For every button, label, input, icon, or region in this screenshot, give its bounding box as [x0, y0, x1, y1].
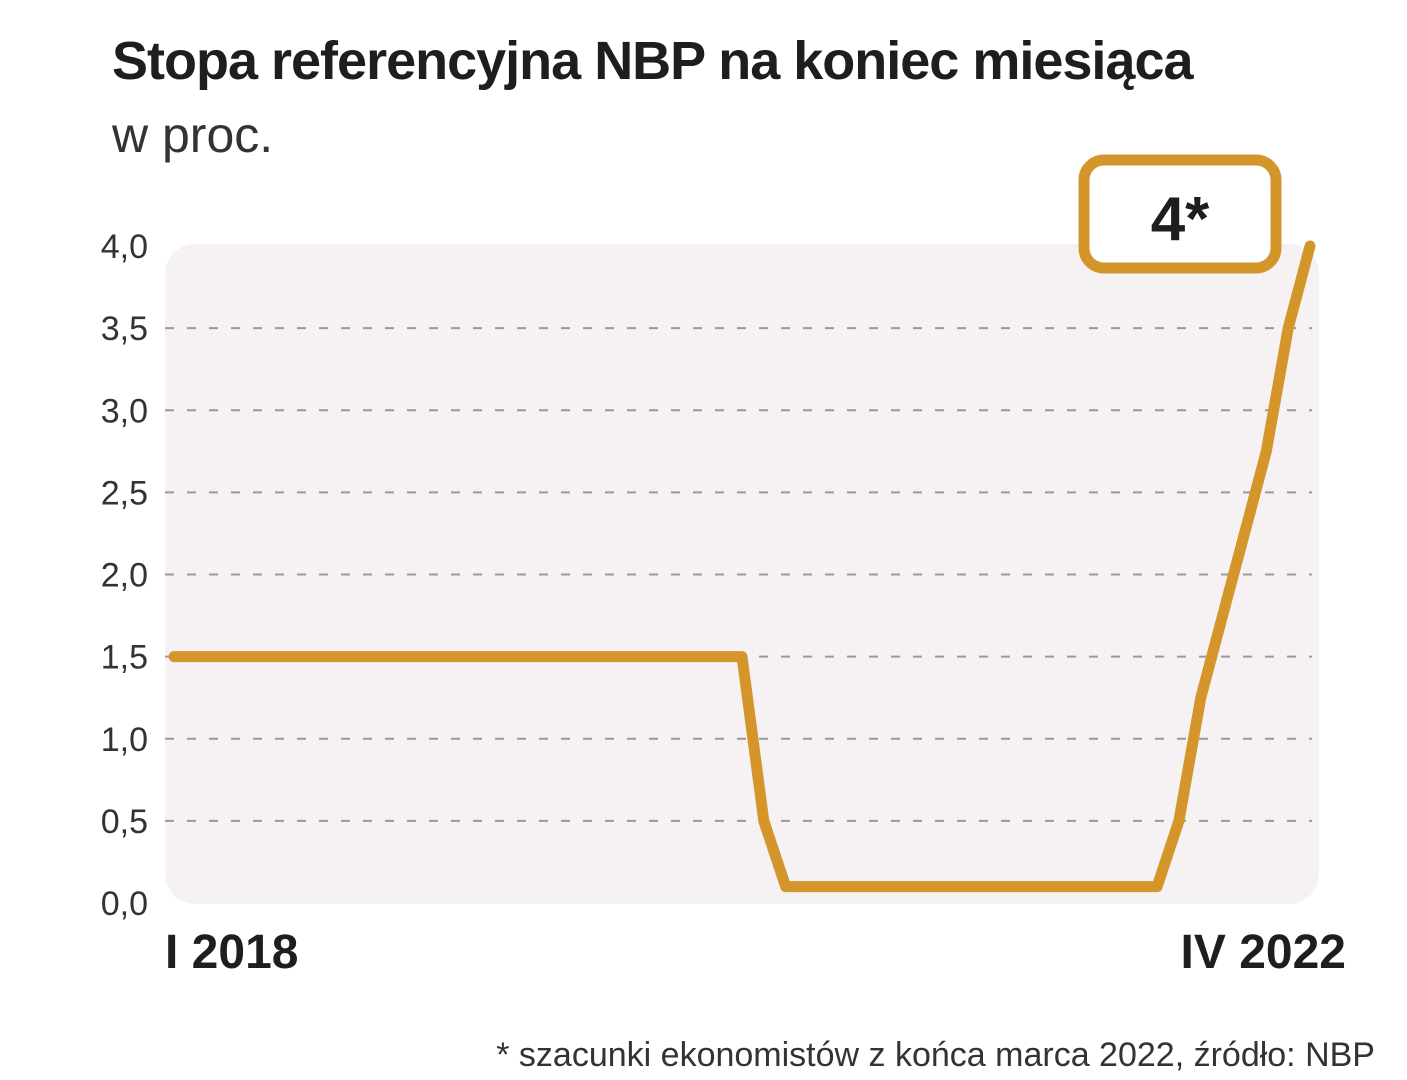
chart: 0,0 0,5 1,0 1,5 2,0 2,5 3,0 3,5 4,0 4* I 2018 IV…: [101, 154, 1346, 979]
y-axis-ticks: 0,0 0,5 1,0 1,5 2,0 2,5 3,0 3,5 4,0: [101, 228, 148, 923]
y-tick-label: 2,0: [101, 557, 148, 595]
chart-title: Stopa referencyjna NBP na koniec miesiąc…: [112, 31, 1194, 91]
y-tick-label: 4,0: [101, 228, 148, 266]
chart-subtitle: w proc.: [112, 107, 274, 163]
y-tick-label: 3,5: [101, 310, 148, 348]
x-label-start: I 2018: [165, 926, 298, 979]
y-tick-label: 1,0: [101, 721, 148, 759]
footnote: * szacunki ekonomistów z końca marca 202…: [496, 1036, 1375, 1074]
series-line: [168, 240, 1316, 893]
y-tick-label: 2,5: [101, 474, 148, 512]
callout-label: 4*: [1151, 185, 1210, 254]
y-tick-label: 0,0: [101, 885, 148, 923]
callout-box: [1078, 154, 1282, 274]
y-tick-label: 3,0: [101, 392, 148, 430]
y-tick-label: 0,5: [101, 803, 148, 841]
y-tick-label: 1,5: [101, 639, 148, 677]
x-label-end: IV 2022: [1181, 926, 1346, 979]
value-callout: 4*: [1078, 154, 1282, 274]
